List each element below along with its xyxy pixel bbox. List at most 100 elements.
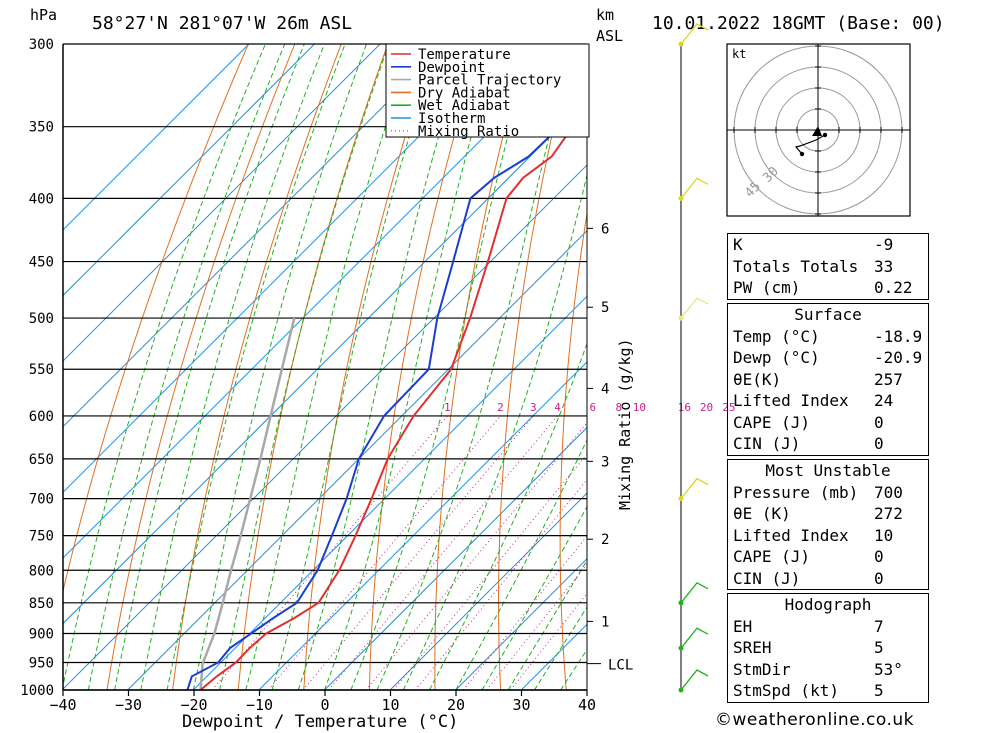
wind-barb (680, 477, 709, 500)
most-unstable-table: Most Unstable Pressure (mb) 700 θE (K) 272… (727, 459, 929, 590)
km-tick-label: 3 (601, 454, 609, 470)
mu-cin-label: CIN (J) (733, 568, 801, 588)
sounding-profiles (186, 88, 587, 690)
mu-theta-label: θE (K) (733, 504, 791, 523)
asl-unit-label: ASL (596, 27, 623, 45)
hodo-row-stmdir: StmDir 53° (728, 659, 928, 681)
surface-row-li: Lifted Index 24 (728, 390, 928, 412)
mu-cin-value: 0 (874, 568, 884, 588)
mu-row-theta: θE (K) 272 (728, 503, 928, 525)
wind-barb (680, 297, 709, 319)
hodograph-point (822, 132, 828, 138)
x-tick-label: −40 (49, 696, 76, 714)
pw-value: 0.22 (874, 278, 913, 297)
wet-adiabat-line (192, 44, 367, 690)
legend-label: Dry Adiabat (418, 85, 511, 101)
hodo-row-stmspd: StmSpd (kt) 5 (728, 680, 928, 702)
wet-adiabat-line (271, 44, 440, 690)
mu-cape-value: 0 (874, 547, 884, 566)
plot-background-lines (63, 44, 1000, 690)
eh-label: EH (733, 616, 753, 636)
isotherm-line (63, 44, 250, 231)
isotherm-line (192, 295, 587, 690)
pw-label: PW (cm) (733, 278, 801, 297)
isotherm-line (63, 44, 381, 362)
wind-barb (680, 669, 709, 691)
mu-row-li: Lifted Index 10 (728, 525, 928, 547)
dry-adiabat-line (237, 44, 389, 690)
tt-label: Totals Totals (733, 256, 859, 276)
x-tick-label: −30 (115, 696, 142, 714)
wet-adiabat-line (114, 44, 305, 690)
wet-adiabat-line (63, 44, 266, 689)
surface-row-cape: CAPE (J) 0 (728, 412, 928, 434)
pressure-tick-label: 850 (29, 596, 54, 612)
surface-title: Surface (794, 305, 862, 324)
surface-cin-value: 0 (874, 434, 884, 453)
hodograph-stats-title: Hodograph (784, 595, 872, 614)
mixing-ratio-line (462, 535, 587, 690)
wind-barb (680, 581, 709, 604)
copyright-link[interactable]: ©weatheronline.co.uk (715, 710, 915, 730)
mu-row-cape: CAPE (J) 0 (728, 546, 928, 568)
surface-temp-label: Temp (°C) (733, 326, 820, 346)
pressure-tick-label: 650 (29, 452, 54, 468)
mu-row-pressure: Pressure (mb) 700 (728, 482, 928, 504)
hodograph-trace (794, 134, 826, 155)
pressure-tick-label: 300 (29, 37, 54, 53)
datetime-title: 10.01.2022 18GMT (Base: 00) (652, 13, 945, 34)
mixing-ratio-label: 1 (444, 401, 451, 414)
isotherm-line (63, 44, 578, 559)
mu-li-value: 10 (874, 525, 894, 545)
surface-li-value: 24 (874, 391, 894, 410)
dry-adiabat-line (368, 44, 482, 690)
pressure-tick-label: 750 (29, 529, 54, 545)
pressure-tick-label: 350 (29, 120, 54, 136)
x-axis-title: Dewpoint / Temperature (°C) (182, 712, 458, 732)
sreh-value: 5 (874, 638, 884, 657)
dry-adiabat-line (991, 44, 1000, 690)
hpa-unit-label: hPa (30, 6, 57, 24)
km-tick-label: 4 (601, 381, 609, 397)
most-unstable-title: Most Unstable (765, 461, 891, 480)
pressure-tick-label: 450 (29, 255, 54, 271)
hodograph-stats-table: Hodograph EH 7 SREH 5 StmDir 53° StmSpd (kt… (727, 593, 929, 703)
wet-adiabat-line (87, 44, 286, 690)
wet-adiabat-line (455, 438, 587, 690)
mixing-ratio-label: 10 (633, 401, 646, 414)
parcel-trajectory-line (199, 317, 296, 690)
hodo-row-eh: EH 7 (728, 616, 928, 638)
km-unit-label: km (596, 6, 614, 24)
surface-theta-value: 257 (874, 369, 903, 389)
surface-cape-value: 0 (874, 412, 884, 432)
wet-adiabat-line (324, 44, 499, 690)
isotherm-line (127, 229, 587, 690)
index-row-k: K -9 (728, 234, 928, 256)
mixing-ratio-line (393, 453, 587, 690)
pressure-tick-label: 550 (29, 362, 54, 378)
wet-adiabat-line (376, 44, 574, 690)
pressure-tick-label: 800 (29, 563, 54, 579)
mu-pressure-label: Pressure (mb) (733, 482, 859, 502)
isotherm-line (63, 44, 512, 494)
km-tick-label: 1 (601, 614, 609, 630)
surface-row-dewp: Dewp (°C) -20.9 (728, 347, 928, 369)
mixing-ratio-line (267, 415, 501, 690)
surface-row-theta: θE(K) 257 (728, 369, 928, 391)
pressure-tick-label: 900 (29, 626, 54, 642)
x-tick-label: −20 (180, 696, 207, 714)
stmdir-label: StmDir (733, 659, 791, 679)
surface-row-cin: CIN (J) 0 (728, 433, 928, 455)
mu-row-cin: CIN (J) 0 (728, 568, 928, 590)
x-tick-label: 0 (320, 696, 329, 714)
legend-label: Mixing Ratio (418, 124, 519, 140)
pressure-tick-label: 700 (29, 492, 54, 508)
k-label: K (733, 235, 743, 254)
stmdir-value: 53° (874, 659, 903, 679)
hodograph-unit-label: kt (732, 47, 746, 61)
mixing-ratio-line (486, 563, 587, 690)
hodo-row-sreh: SREH 5 (728, 637, 928, 659)
mixing-ratio-line (365, 422, 587, 690)
isotherm-line (63, 44, 315, 297)
